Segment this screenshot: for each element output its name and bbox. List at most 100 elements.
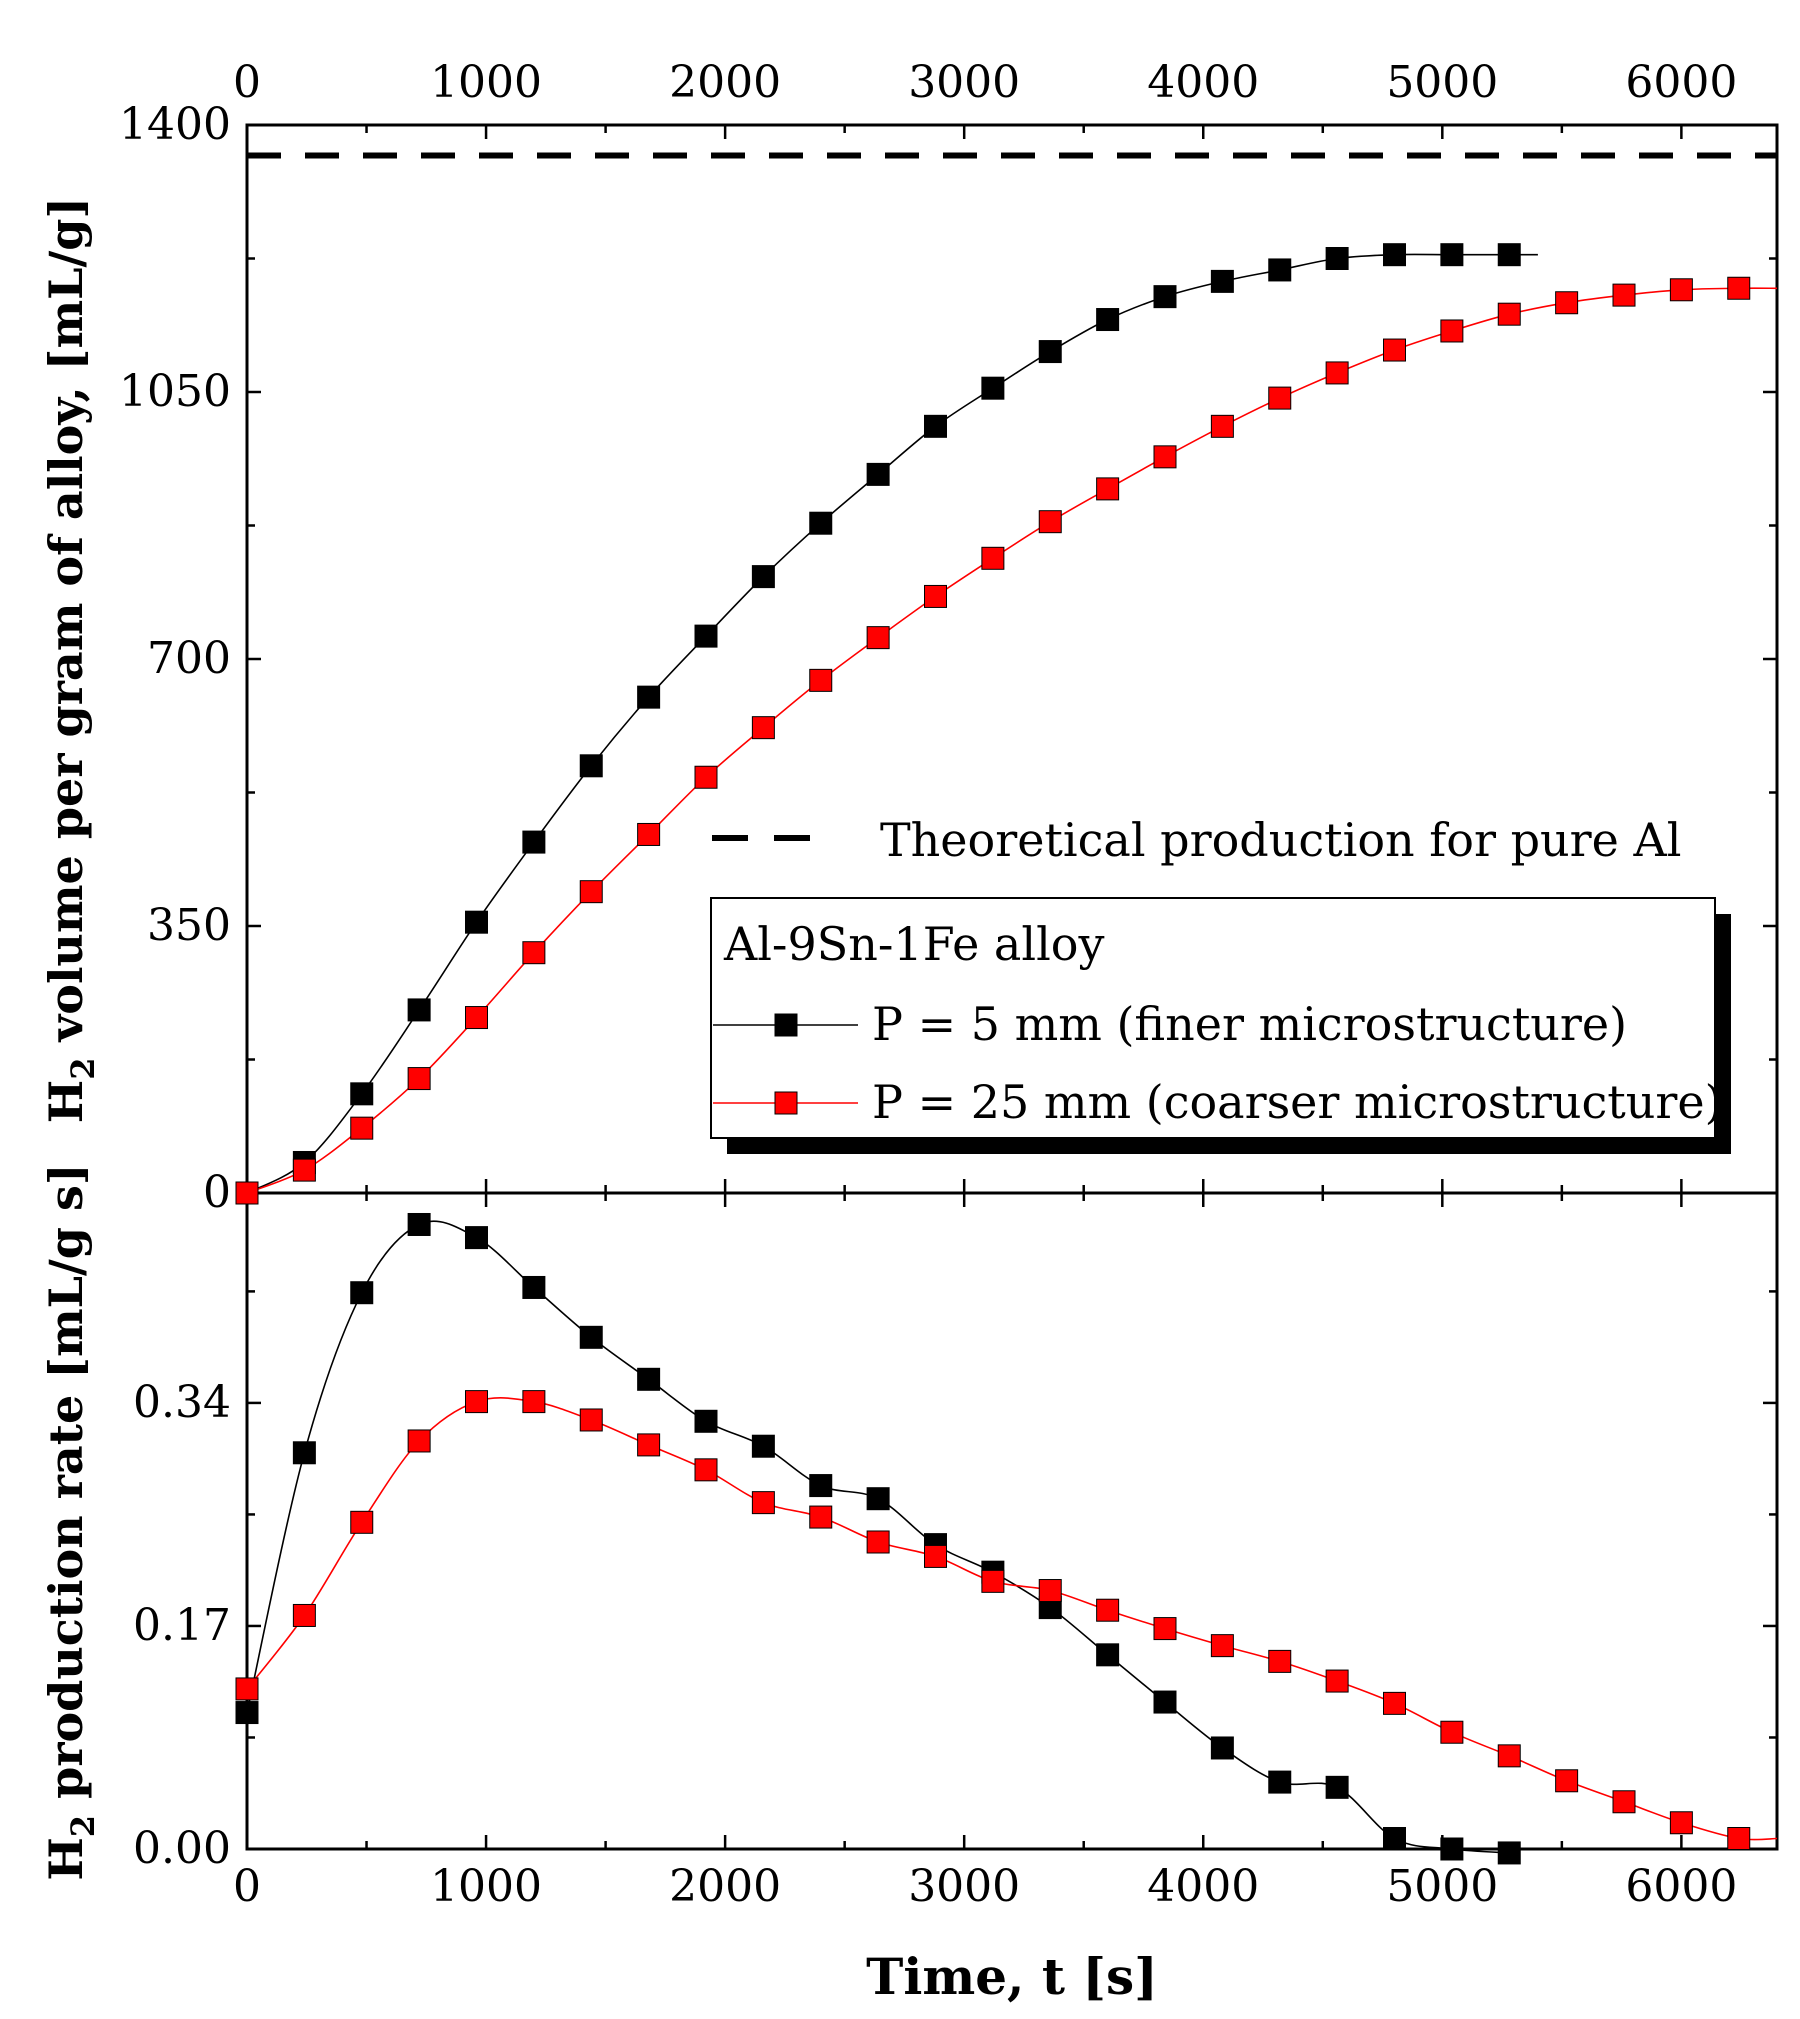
rate-series-0-point-20: [1383, 1827, 1406, 1851]
rate-series-0-point-2: [350, 1281, 374, 1305]
rate-series-0-point-7: [637, 1367, 661, 1391]
rate-series-1-point-6: [579, 1408, 603, 1432]
rate-series-1-point-3: [407, 1429, 431, 1453]
rate-series-1-point-21: [1440, 1720, 1464, 1744]
reference-line-label: Theoretical production for pure Al: [880, 813, 1681, 867]
volume-series-1-point-19: [1325, 361, 1349, 385]
volume-series-1-point-16: [1153, 445, 1177, 469]
volume-series-0-point-14: [1038, 340, 1062, 364]
volume-series-1-point-22: [1497, 302, 1521, 326]
volume-series-0-point-20: [1383, 243, 1406, 267]
volume-series-1-point-0: [235, 1181, 259, 1205]
rate-series-0-point-8: [694, 1409, 718, 1433]
rate-series-0-point-22: [1497, 1841, 1521, 1865]
volume-series-0-point-18: [1268, 258, 1292, 282]
volume-series-1-point-9: [751, 716, 775, 740]
top-x-tick-label-2000: 2000: [669, 57, 781, 108]
rate-series-1-point-0: [235, 1677, 259, 1701]
volume-series-1-point-25: [1669, 278, 1693, 302]
volume-series-0-point-21: [1440, 243, 1464, 267]
volume-y-tick-label-4: 1400: [119, 99, 231, 150]
rate-series-0-point-10: [809, 1474, 833, 1498]
rate-series-0-point-11: [866, 1487, 890, 1511]
volume-series-1-point-15: [1096, 477, 1120, 501]
volume-series-1-point-8: [694, 765, 718, 789]
legend-box: [710, 897, 1716, 1139]
rate-series-0-point-21: [1440, 1837, 1464, 1861]
bottom-x-tick-label-6000: 6000: [1625, 1861, 1737, 1912]
rate-series-1-point-2: [350, 1510, 374, 1534]
rate-y-tick-label-0: 0.00: [133, 1823, 231, 1874]
rate-series-0-point-16: [1153, 1690, 1177, 1714]
top-x-tick-label-0: 0: [233, 57, 261, 108]
rate-y-axis-title: H2 production rate [mL/g s]: [39, 1163, 102, 1880]
legend: Al-9Sn-1Fe alloy P = 5 mm (finer microst…: [710, 897, 1731, 1154]
legend-marker-0: [774, 1013, 798, 1037]
rate-series-1-point-15: [1096, 1598, 1120, 1622]
x-axis-title: Time, t [s]: [866, 1947, 1158, 2006]
volume-y-title-rest: volume per gram of alloy, [mL/g]: [39, 197, 93, 1058]
rate-y-tick-label-1: 0.17: [133, 1600, 231, 1651]
bottom-x-tick-label-3000: 3000: [908, 1861, 1020, 1912]
volume-series-1-point-12: [924, 584, 947, 608]
rate-series-0-point-3: [407, 1212, 431, 1236]
rate-y-title-main: H: [39, 1837, 93, 1880]
rate-series-1-point-24: [1612, 1790, 1636, 1814]
volume-series-1-point-10: [809, 668, 833, 692]
volume-series-1-point-4: [465, 1006, 488, 1030]
volume-series-1-point-5: [522, 941, 546, 965]
volume-y-title-main: H: [39, 1080, 93, 1123]
rate-series-0-point-17: [1210, 1736, 1234, 1760]
rate-series-1-point-1: [292, 1603, 316, 1627]
top-x-tick-label-5000: 5000: [1386, 57, 1498, 108]
volume-series-1-point-20: [1383, 338, 1406, 362]
legend-title: Al-9Sn-1Fe alloy: [723, 917, 1104, 971]
volume-series-0-point-17: [1210, 269, 1234, 293]
rate-series-0-point-1: [292, 1441, 316, 1465]
rate-series-0-point-18: [1268, 1770, 1292, 1794]
bottom-x-tick-label-4000: 4000: [1147, 1861, 1259, 1912]
rate-series-1-point-10: [809, 1505, 833, 1529]
bottom-x-tick-label-5000: 5000: [1386, 1861, 1498, 1912]
volume-series-0-point-6: [579, 754, 603, 778]
top-x-tick-label-1000: 1000: [430, 57, 542, 108]
rate-y-tick-label-2: 0.34: [133, 1377, 231, 1428]
volume-series-0-point-10: [809, 511, 833, 535]
volume-series-0-point-19: [1325, 247, 1349, 270]
volume-series-1-point-17: [1210, 414, 1234, 438]
top-x-tick-label-6000: 6000: [1625, 57, 1737, 108]
volume-series-0-point-8: [694, 624, 718, 648]
volume-y-title-sub: 2: [64, 1057, 102, 1079]
rate-series-1-point-17: [1210, 1634, 1234, 1658]
volume-series-1-point-7: [637, 822, 661, 846]
rate-series-1-point-23: [1555, 1769, 1579, 1793]
volume-series-0-point-9: [751, 565, 775, 589]
volume-series-1-point-18: [1268, 386, 1292, 410]
rate-series-1-point-18: [1268, 1649, 1292, 1673]
volume-series-1-point-2: [350, 1116, 374, 1140]
volume-y-tick-label-2: 700: [147, 633, 231, 684]
volume-y-tick-label-1: 350: [147, 900, 231, 951]
volume-y-tick-label-0: 0: [203, 1167, 231, 1218]
rate-y-title-sub: 2: [64, 1815, 102, 1837]
volume-series-1-point-21: [1440, 319, 1464, 343]
rate-series-1-point-7: [637, 1433, 661, 1457]
rate-series-1-point-11: [866, 1530, 890, 1554]
volume-series-0-point-16: [1153, 285, 1177, 309]
rate-series-0-point-9: [751, 1434, 775, 1458]
volume-y-axis-title: H2 volume per gram of alloy, [mL/g]: [39, 197, 102, 1123]
volume-series-1-point-1: [292, 1158, 316, 1182]
volume-series-1-point-3: [407, 1067, 431, 1091]
rate-y-title-rest: production rate [mL/g s]: [39, 1163, 93, 1815]
bottom-x-tick-label-2000: 2000: [669, 1861, 781, 1912]
volume-y-tick-label-3: 1050: [119, 366, 231, 417]
rate-series-1-point-14: [1038, 1579, 1062, 1603]
rate-series-1-point-16: [1153, 1617, 1177, 1641]
rate-series-0-point-5: [522, 1275, 546, 1299]
rate-series-line-1: [246, 1397, 1778, 1841]
rate-series-1-point-12: [924, 1544, 947, 1568]
rate-series-1-point-4: [465, 1390, 488, 1414]
volume-series-0-point-2: [350, 1082, 374, 1106]
rate-series-1-point-9: [751, 1491, 775, 1515]
